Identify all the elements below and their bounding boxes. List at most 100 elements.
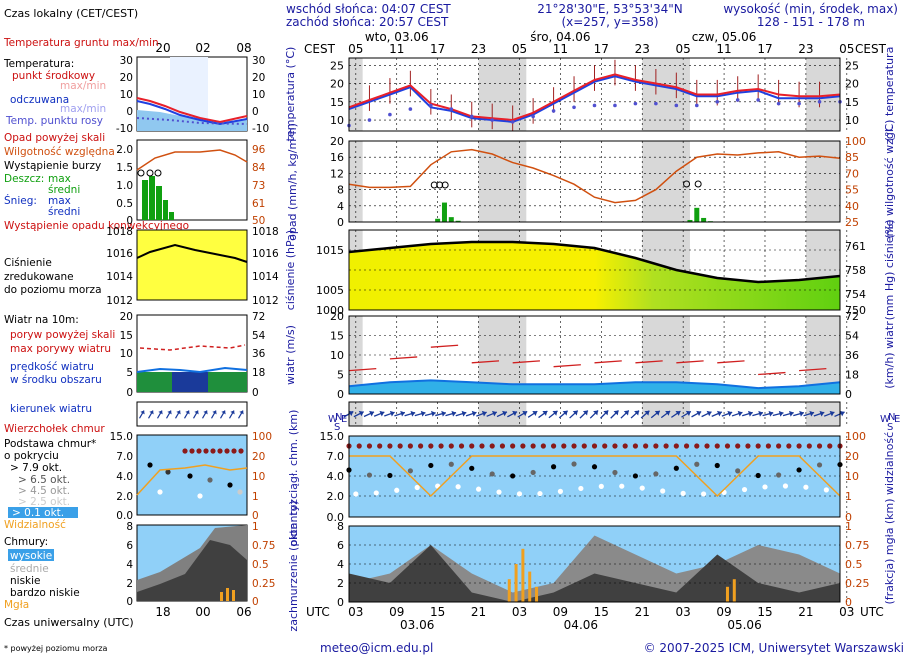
compass-s-left: S xyxy=(334,422,340,433)
legend-right-tick: 0.75 xyxy=(252,540,275,552)
wind-gust-mark xyxy=(471,360,500,364)
cloud-base-dot xyxy=(571,461,577,467)
cloud-base-dot xyxy=(776,472,782,478)
legend-right-tick: 50 xyxy=(252,215,265,227)
wind-direction-head xyxy=(716,410,722,417)
panel-axis-label: (km/h) wiatr xyxy=(883,321,896,389)
left-axis-tick: 0 xyxy=(337,388,344,401)
cloud-top-dot xyxy=(377,443,383,449)
storm-marker xyxy=(430,181,438,189)
wind-direction-arrow xyxy=(589,410,599,419)
cloud-base-dot xyxy=(714,462,720,469)
precip-bar xyxy=(694,207,700,222)
left-axis-tick: 15.0 xyxy=(320,430,345,443)
cloud-base-dot xyxy=(366,472,373,478)
cloud-base-dot xyxy=(489,471,495,477)
cloud-top-dot xyxy=(704,443,710,449)
wind-direction-head xyxy=(471,410,477,417)
wind-direction-head xyxy=(431,410,436,417)
cloud-top-dot xyxy=(438,443,444,449)
bottom-day-label: 05.06 xyxy=(727,618,761,632)
storm-marker xyxy=(441,181,449,189)
cloud-base-dot xyxy=(796,467,802,473)
panel-frame xyxy=(348,435,841,518)
cloud-base-dot-light xyxy=(496,489,502,495)
cloud-top-dot xyxy=(724,443,731,449)
left-axis-tick: 20 xyxy=(330,310,344,323)
right-axis-tick: 25 xyxy=(845,216,859,229)
dew-point-dot xyxy=(429,103,433,108)
wind-direction-head xyxy=(532,410,538,416)
legend-left-tick: 5 xyxy=(126,367,133,379)
legend-bottom-tick: 18 xyxy=(155,605,170,619)
legend-left-tick: 6 xyxy=(126,540,133,552)
wind-speed-area xyxy=(349,380,840,394)
cloud-base-dot-light xyxy=(475,486,482,492)
legend-direction-head xyxy=(239,410,244,415)
legend-right-tick: 20 xyxy=(252,451,265,463)
left-axis-tick: 10 xyxy=(330,349,344,362)
legend-temp-ground xyxy=(137,110,247,131)
cloud-top-dot xyxy=(622,443,628,449)
legend-clouds-title: Chmury: xyxy=(4,536,48,548)
left-axis-tick: 4 xyxy=(337,200,344,213)
left-axis-tick: 2 xyxy=(337,577,344,590)
cloud-top-dot xyxy=(714,443,720,449)
legend-direction-box xyxy=(136,401,248,427)
top-day-label: wto, 03.06 xyxy=(365,30,429,44)
right-axis-tick: 20 xyxy=(845,78,859,91)
right-axis-tick: 10 xyxy=(845,470,859,483)
legend-gust-max: max porywy wiatru xyxy=(10,343,111,355)
left-axis-tick: 1015 xyxy=(316,244,344,257)
legend-rain: Deszcz: xyxy=(4,173,44,185)
legend-left-tick: 10 xyxy=(120,89,133,101)
wind-direction-head xyxy=(348,410,354,417)
wind-direction-arrow xyxy=(620,410,630,419)
left-axis-tick: 2.0 xyxy=(327,490,345,503)
legend-direction-head xyxy=(176,410,181,415)
right-axis-tick: 25 xyxy=(845,59,859,72)
bottom-hour-label: 21 xyxy=(635,605,650,619)
legend-right-tick: 20 xyxy=(252,72,265,84)
cloud-top-dot xyxy=(469,443,475,449)
compass-e: E xyxy=(894,414,900,425)
cloud-base-dot-light xyxy=(823,487,829,493)
precip-bar xyxy=(687,219,693,222)
cloud-top-dot xyxy=(561,443,567,449)
right-axis-tick: 0.5 xyxy=(845,558,863,571)
top-hour-label: 17 xyxy=(594,42,609,56)
legend-local-time-title: Czas lokalny (CET/CEST) xyxy=(4,7,138,20)
wind-direction-arrow xyxy=(548,410,558,419)
bottom-time-label-left: UTC xyxy=(306,605,330,619)
panel-axis-label: (frakcja) mgła xyxy=(883,528,896,605)
left-axis-tick: 25 xyxy=(330,59,344,72)
fog-bar xyxy=(528,571,532,602)
legend-left-tick: 8 xyxy=(126,521,133,533)
wind-gust-mark xyxy=(635,360,663,364)
wind-direction-arrow xyxy=(782,410,794,417)
cloud-base-dot xyxy=(755,472,761,479)
legend-c01: > 0.1 okt. xyxy=(12,507,64,519)
legend-top-tick: 02 xyxy=(195,41,210,55)
legend-direction-head xyxy=(203,410,208,415)
cloud-top-dot xyxy=(520,443,526,449)
legend-pressure-text-1: Ciśnienie xyxy=(4,257,52,269)
top-hour-label: 11 xyxy=(389,42,404,56)
wind-direction-head xyxy=(706,410,712,417)
fog-bar xyxy=(514,564,518,602)
wind-direction-arrow xyxy=(569,410,579,419)
footer-email[interactable]: meteo@icm.edu.pl xyxy=(320,641,433,655)
left-axis-tick: 15 xyxy=(330,96,344,109)
legend-cloud-top-dot xyxy=(224,448,230,454)
wind-direction-arrow xyxy=(353,410,364,418)
wind-direction-arrow xyxy=(691,410,702,418)
legend-cloud-base-dot xyxy=(197,493,203,499)
dew-point-dot xyxy=(572,105,576,110)
legend-speed-2: w środku obszaru xyxy=(10,374,102,386)
wind-speed-line xyxy=(348,379,841,390)
bottom-day-label: 04.06 xyxy=(564,618,598,632)
coords-text: 21°28'30"E, 53°53'34"N xyxy=(537,2,682,16)
left-axis-tick: 16 xyxy=(330,151,344,164)
humidity-line xyxy=(348,148,841,204)
